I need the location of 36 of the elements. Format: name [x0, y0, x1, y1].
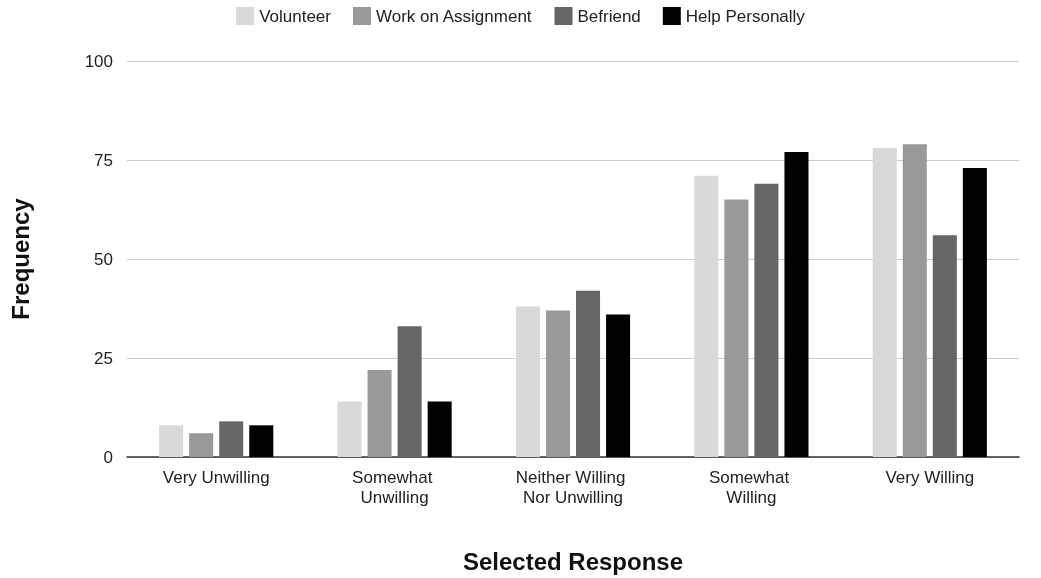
x-tick-label: Very Willing: [885, 467, 975, 487]
bar: [576, 290, 601, 457]
x-tick-label: Very Unwilling: [162, 467, 270, 487]
bar: [694, 175, 719, 457]
x-axis-title: Selected Response: [462, 547, 684, 575]
bar: [427, 401, 452, 457]
bar: [219, 421, 244, 457]
legend-label: Befriend: [577, 6, 641, 26]
y-tick-label: 50: [94, 249, 113, 269]
bar: [337, 401, 362, 457]
bar: [159, 425, 184, 457]
x-tick-label: Somewhat Willing: [708, 467, 794, 507]
y-tick-label: 0: [103, 447, 113, 467]
bar: [902, 144, 927, 457]
bar: [724, 199, 749, 457]
bar: [397, 326, 422, 457]
bar: [784, 152, 809, 457]
y-axis-title: Frequency: [6, 197, 34, 320]
bar: [962, 167, 987, 457]
bar: [754, 183, 779, 457]
legend-label: Work on Assignment: [375, 6, 532, 26]
bar: [872, 148, 897, 457]
bar: [189, 433, 214, 457]
y-tick-label: 100: [84, 51, 113, 71]
bar: [249, 425, 274, 457]
bar: [932, 235, 957, 457]
legend-label: Help Personally: [685, 6, 806, 26]
bar: [367, 369, 392, 457]
bar: [545, 310, 570, 457]
x-tick-label: Neither Willing Nor Unwilling: [515, 467, 631, 507]
bar: [606, 314, 631, 457]
y-tick-label: 75: [94, 150, 113, 170]
bar: [515, 306, 540, 457]
y-tick-label: 25: [94, 348, 113, 368]
legend-label: Volunteer: [259, 6, 332, 26]
x-tick-label: Somewhat Unwilling: [352, 467, 438, 507]
